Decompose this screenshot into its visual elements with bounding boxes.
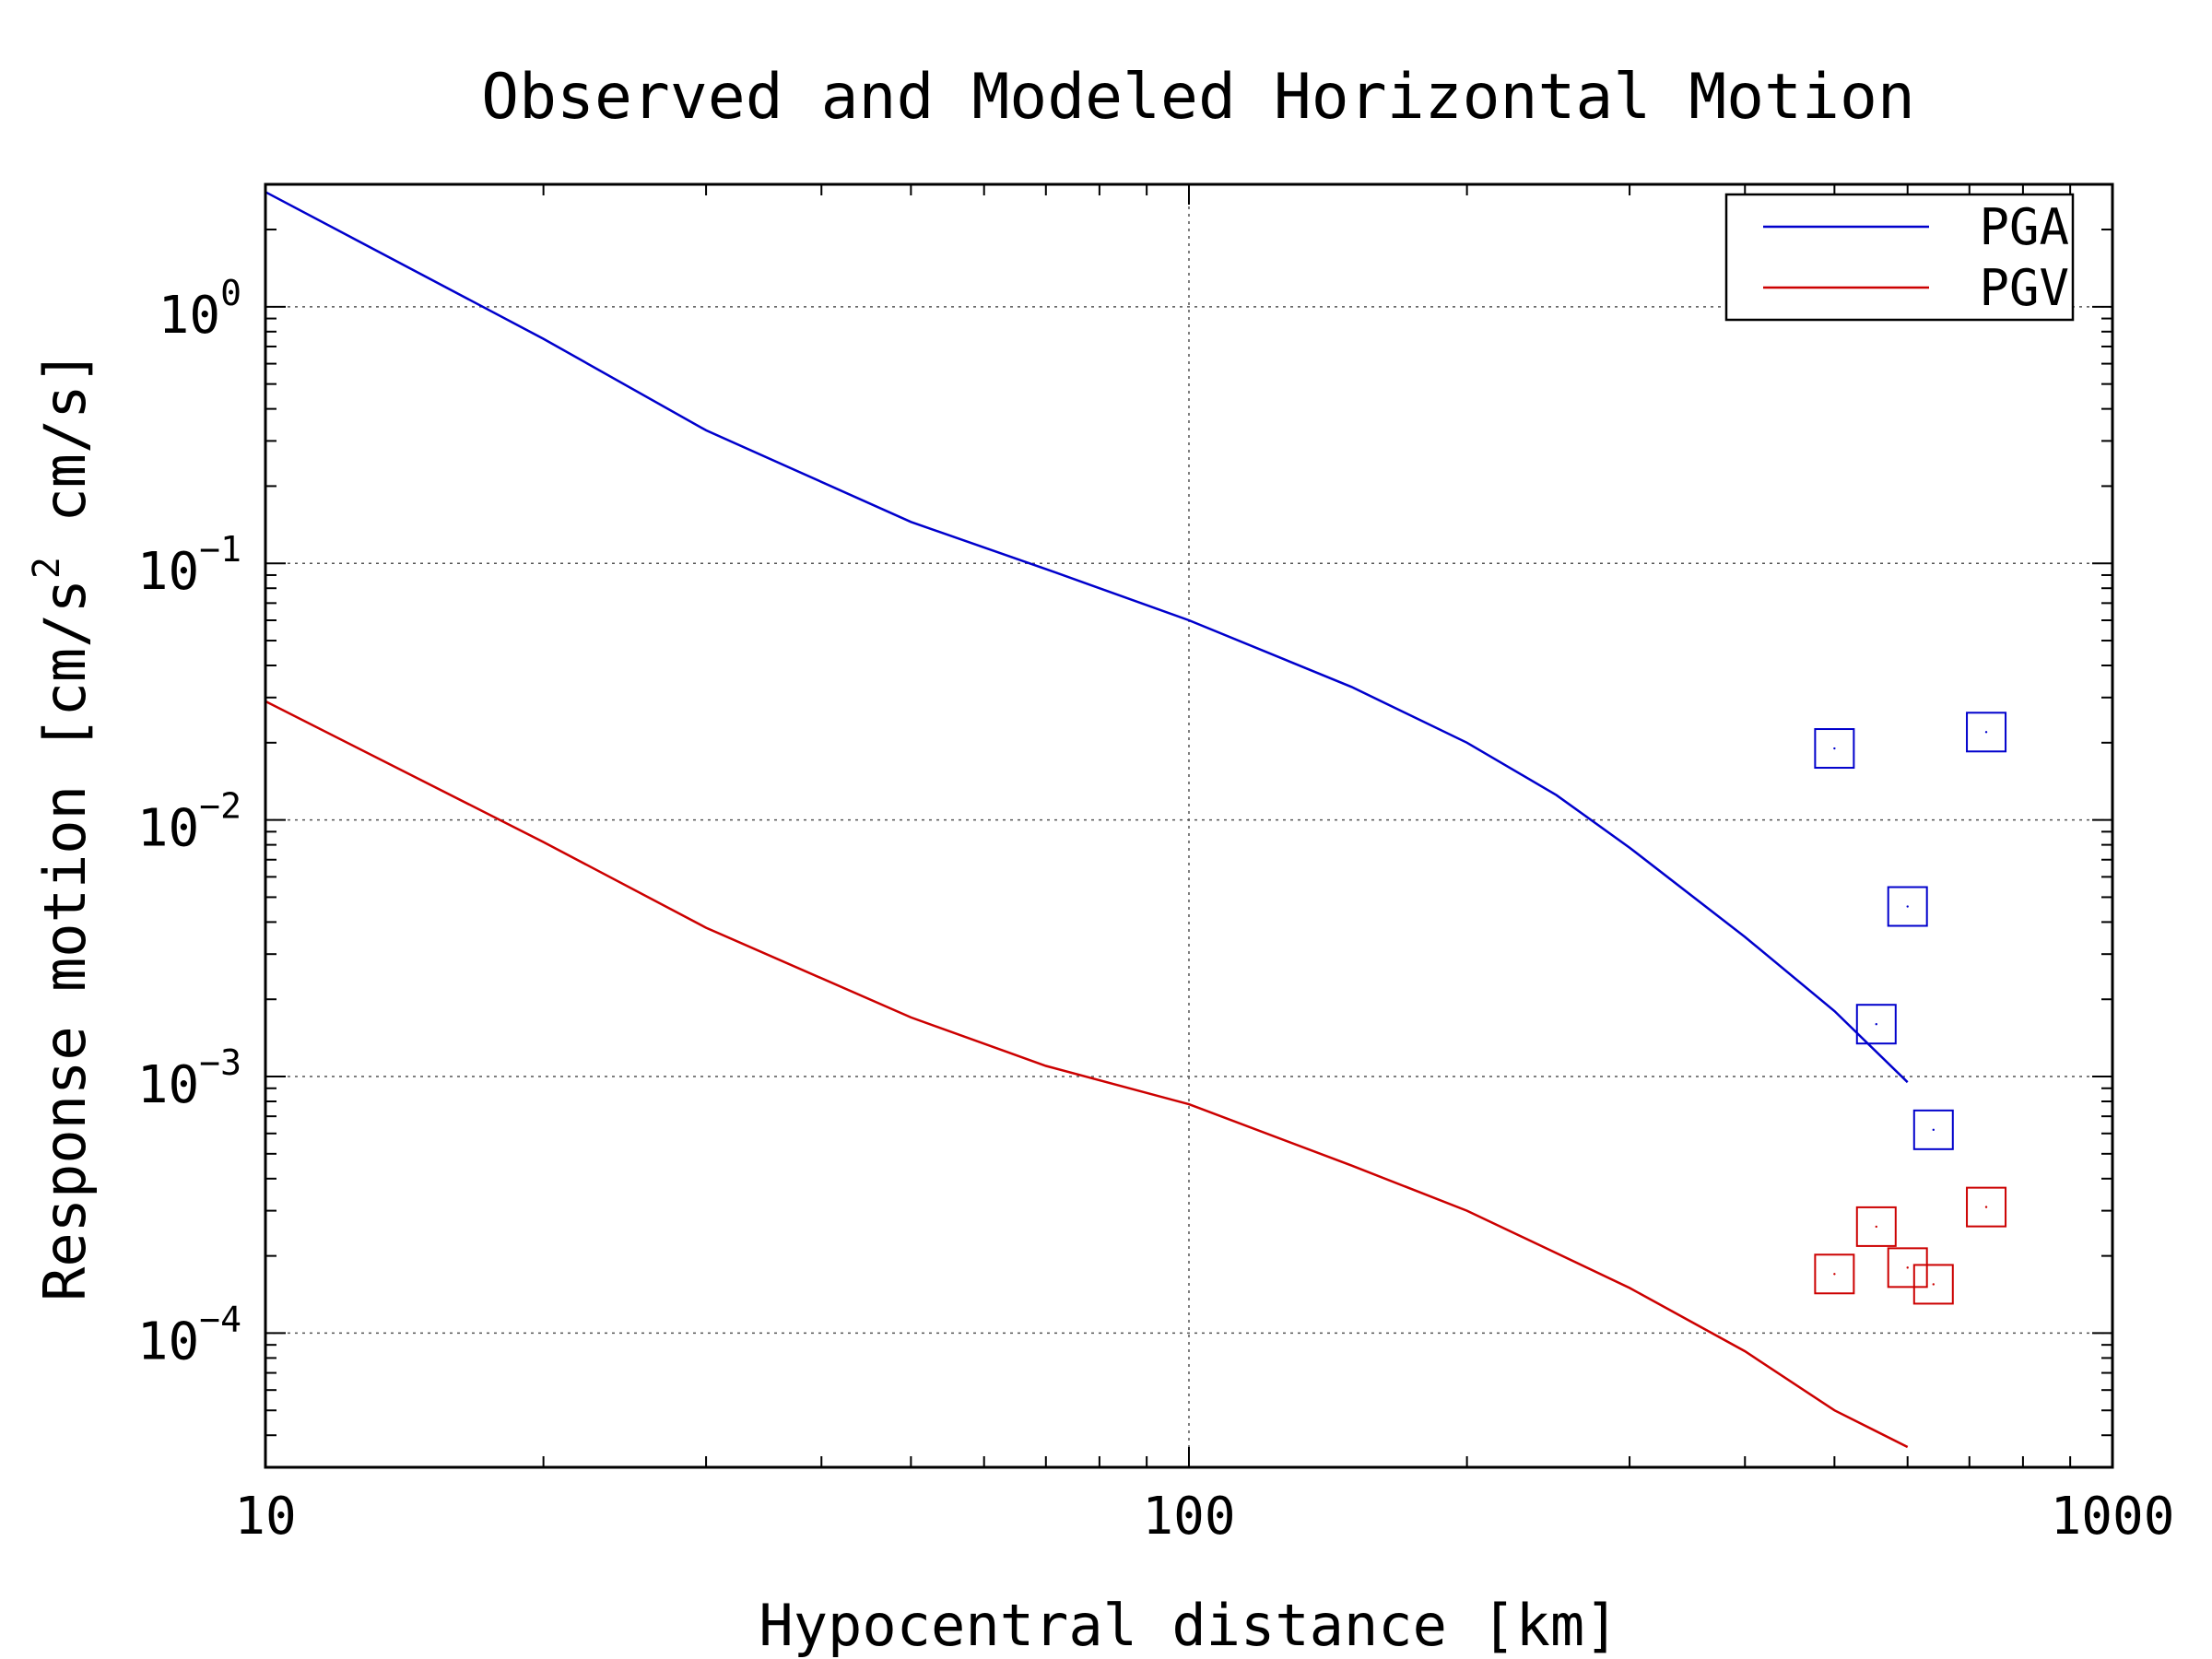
- y-axis-label: Response motion [cm/s2 cm/s]: [26, 350, 99, 1301]
- observed-marker-pgv: [1855, 1206, 1897, 1247]
- y-axis-label-main: Response motion [cm/s: [31, 579, 99, 1301]
- observed-marker-dot: [1833, 1273, 1836, 1276]
- observed-marker-pga: [1814, 728, 1855, 770]
- observed-marker-dot: [1984, 731, 1988, 734]
- x-axis-ticks: 10 100 1000: [234, 184, 2174, 1547]
- observed-marker-pga: [1912, 1109, 1954, 1150]
- observed-marker-pga: [1887, 886, 1928, 927]
- y-tick-label: 10−4: [137, 1299, 241, 1371]
- y-tick-label: 10−2: [137, 786, 241, 859]
- observed-marker-dot: [1932, 1128, 1935, 1132]
- x-tick-label: 1000: [2051, 1487, 2175, 1547]
- observed-marker-pgv: [1912, 1264, 1954, 1305]
- observed-marker-pgv: [1814, 1253, 1855, 1295]
- x-axis-label: Hypocentral distance [km]: [759, 1592, 1618, 1659]
- y-tick-label: 100: [159, 273, 241, 346]
- series-line-pgv: [265, 700, 1909, 1449]
- observed-markers: [1814, 712, 2007, 1305]
- observed-marker-dot: [1906, 1266, 1909, 1269]
- legend-label-pgv: PGV: [1979, 259, 2069, 317]
- observed-marker-dot: [1875, 1023, 1877, 1026]
- observed-marker-dot: [1875, 1225, 1877, 1229]
- legend-label-pga: PGA: [1979, 198, 2069, 256]
- observed-marker-pgv: [1887, 1247, 1928, 1288]
- observed-marker-dot: [1833, 747, 1836, 750]
- y-axis-label-rest: cm/s]: [31, 350, 99, 557]
- series-line-pga: [265, 191, 1909, 1084]
- observed-marker-pgv: [1966, 1186, 2007, 1228]
- y-axis-label-sup: 2: [26, 557, 68, 579]
- chart-title: Observed and Modeled Horizontal Motion: [481, 61, 1915, 134]
- observed-marker-dot: [1906, 905, 1909, 908]
- grid: [265, 184, 2112, 1467]
- x-tick-label: 100: [1142, 1487, 1235, 1547]
- legend: PGA PGV: [1724, 193, 2075, 322]
- y-tick-label: 10−3: [137, 1042, 241, 1115]
- y-axis-ticks: 100 10−1 10−2 10−3 10−4: [137, 183, 2112, 1468]
- legend-box: [1724, 193, 2075, 322]
- observed-marker-dot: [1932, 1283, 1935, 1286]
- observed-marker-pga: [1855, 1004, 1897, 1045]
- series-lines: [265, 191, 1909, 1449]
- observed-marker-pga: [1966, 712, 2007, 753]
- observed-marker-dot: [1984, 1206, 1988, 1208]
- x-tick-label: 10: [234, 1487, 296, 1547]
- y-tick-label: 10−1: [137, 529, 241, 602]
